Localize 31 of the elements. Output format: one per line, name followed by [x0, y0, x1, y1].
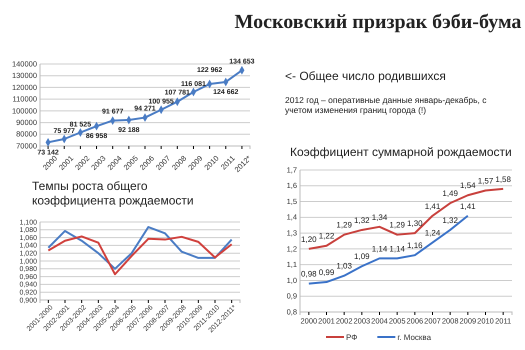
data-label: 1,14 [389, 244, 406, 254]
data-label: 1,09 [354, 252, 370, 262]
chart-title: Темпы роста общего коэффициента рождаемости [32, 179, 194, 208]
chart-title: Коэффициент суммарной рождаемости [290, 145, 512, 159]
data-label: 1,34 [372, 212, 388, 222]
data-label: 1,29 [389, 220, 406, 230]
legend-label: г. Москва [397, 333, 432, 342]
legend-label: РФ [346, 333, 358, 342]
data-label: 1,20 [301, 234, 318, 244]
line-series [47, 235, 233, 276]
data-label: 1,32 [354, 216, 370, 225]
data-label: 1,16 [407, 241, 424, 250]
line-series [47, 226, 233, 270]
text: 2012 год – оперативные данные январь-декабрь, с учетом изменения границ города (!) [285, 95, 488, 116]
data-label: 1,41 [424, 202, 441, 211]
data-label: 1,32 [442, 216, 458, 225]
data-label: 0,98 [301, 270, 318, 279]
data-label: 1,22 [318, 232, 335, 241]
data-label: 1,41 [460, 202, 476, 211]
data-label: 1,54 [460, 181, 476, 190]
data-label: 1,03 [336, 262, 352, 271]
text: Московский призрак бэби-бума [234, 11, 522, 33]
text: <- Общее число родившихся [285, 69, 446, 83]
data-label: 1,57 [478, 176, 494, 186]
data-label: 1,49 [442, 189, 458, 198]
data-label: 1,24 [424, 228, 441, 238]
data-label: 0,99 [318, 268, 335, 278]
data-label: 1,58 [495, 174, 512, 184]
data-label: 1,30 [407, 219, 424, 228]
data-label: 1,29 [336, 220, 352, 230]
data-label: 1,14 [372, 244, 388, 254]
